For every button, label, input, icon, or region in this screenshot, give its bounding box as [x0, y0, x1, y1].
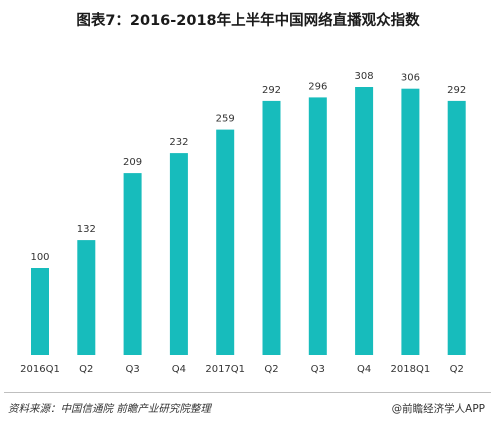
value-label-4: 259 [216, 114, 235, 125]
value-label-1: 132 [77, 224, 96, 235]
value-label-2: 209 [123, 157, 142, 168]
bar-8 [401, 88, 420, 355]
chart-title: 图表7：2016-2018年上半年中国网络直播观众指数 [76, 13, 420, 29]
value-label-0: 100 [30, 252, 49, 263]
x-tick-label-0: 2016Q1 [20, 364, 60, 375]
credit-note: @前瞻经济学人APP [391, 403, 485, 415]
bar-4 [216, 129, 235, 355]
x-tick-label-9: Q2 [450, 364, 464, 375]
x-tick-label-3: Q4 [172, 364, 186, 375]
x-tick-label-4: 2017Q1 [205, 364, 245, 375]
value-label-8: 306 [401, 73, 420, 84]
bars-group [31, 87, 466, 356]
value-label-5: 292 [262, 85, 281, 96]
x-tick-label-6: Q3 [311, 364, 325, 375]
value-label-6: 296 [308, 81, 327, 92]
x-tick-label-2: Q3 [125, 364, 139, 375]
bar-1 [77, 240, 96, 355]
footer: 资料来源：中国信通院 前瞻产业研究院整理 @前瞻经济学人APP [0, 392, 495, 426]
footer-divider [4, 392, 491, 393]
bar-5 [262, 100, 281, 356]
x-tick-label-5: Q2 [264, 364, 278, 375]
x-axis-labels-group: 2016Q1 Q2 Q3 Q4 2017Q1 Q2 Q3 Q4 2018Q1 Q2 [20, 364, 464, 375]
value-label-3: 232 [169, 137, 188, 148]
value-label-7: 308 [355, 71, 374, 82]
bar-chart: 100 132 209 232 259 292 296 308 306 292 2016Q1 Q2 Q… [20, 71, 466, 375]
value-label-9: 292 [447, 85, 466, 96]
bar-2 [123, 173, 142, 355]
bar-0 [31, 268, 49, 355]
bar-7 [355, 87, 374, 355]
bar-3 [169, 153, 188, 355]
bar-9 [447, 100, 466, 356]
bar-6 [308, 97, 327, 356]
x-tick-label-7: Q4 [357, 364, 371, 375]
x-tick-label-1: Q2 [79, 364, 93, 375]
source-note: 资料来源：中国信通院 前瞻产业研究院整理 [8, 403, 211, 415]
x-tick-label-8: 2018Q1 [391, 364, 431, 375]
value-labels-group: 100 132 209 232 259 292 296 308 306 292 [30, 71, 466, 263]
